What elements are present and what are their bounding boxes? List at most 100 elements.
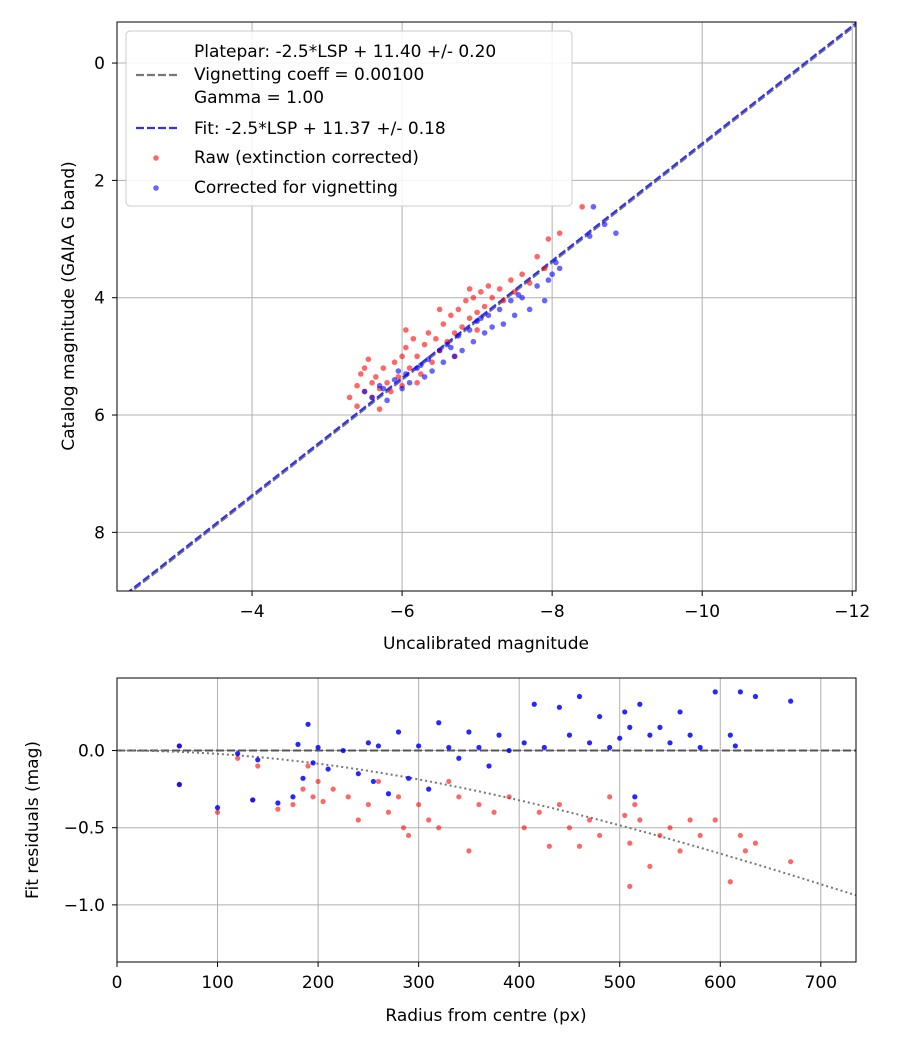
raw-residual-point — [697, 832, 703, 839]
top-y-tick-label: 6 — [94, 406, 105, 426]
bottom-y-axis-label: Fit residuals (mag) — [23, 741, 43, 899]
corrected-point — [440, 359, 447, 366]
raw-point — [406, 365, 413, 371]
corrected-point — [586, 233, 593, 239]
corrected-residual-point — [176, 743, 182, 749]
corrected-residual-point — [214, 805, 221, 811]
bottom-x-tick-label: 0 — [112, 973, 123, 993]
bottom-scatter-points — [176, 689, 794, 889]
corrected-residual-point — [405, 775, 412, 781]
corrected-point — [515, 291, 522, 298]
corrected-point — [511, 312, 518, 319]
corrected-residual-point — [436, 720, 442, 726]
raw-residual-point — [466, 848, 472, 854]
corrected-residual-point — [627, 724, 633, 730]
corrected-point — [395, 368, 402, 374]
bottom-y-tick-label: −1.0 — [64, 896, 105, 916]
corrected-point — [403, 371, 409, 377]
top-x-tick-label: −6 — [390, 602, 415, 622]
legend-corrected-label: Corrected for vignetting — [194, 178, 398, 198]
raw-point — [466, 286, 473, 292]
raw-point — [388, 388, 394, 395]
raw-residual-point — [752, 840, 759, 846]
corrected-residual-point — [727, 732, 733, 738]
corrected-residual-point — [365, 740, 371, 746]
raw-residual-point — [476, 801, 482, 808]
raw-point — [376, 406, 383, 412]
corrected-point — [376, 382, 383, 389]
raw-residual-point — [385, 809, 392, 815]
corrected-residual-point — [235, 751, 241, 757]
raw-residual-point — [491, 809, 497, 815]
corrected-residual-point — [637, 701, 643, 707]
raw-residual-point — [310, 794, 316, 800]
corrected-residual-point — [607, 744, 613, 751]
raw-residual-point — [416, 801, 422, 808]
raw-residual-point — [235, 755, 241, 761]
corrected-point — [485, 312, 492, 319]
raw-residual-point — [742, 848, 749, 854]
corrected-point — [496, 306, 503, 313]
raw-point — [399, 353, 405, 360]
raw-point — [358, 371, 364, 377]
corrected-residual-point — [250, 797, 256, 803]
raw-point — [545, 236, 552, 242]
corrected-residual-point — [446, 744, 452, 751]
raw-point — [410, 335, 417, 342]
top-x-tick-label: −8 — [540, 602, 565, 622]
raw-point — [496, 286, 503, 292]
corrected-point — [380, 385, 387, 392]
raw-residual-point — [546, 843, 552, 849]
raw-point — [451, 330, 458, 336]
raw-point — [414, 379, 420, 386]
corrected-residual-point — [310, 760, 316, 766]
raw-point — [474, 327, 480, 333]
top-axes-frame — [116, 21, 857, 592]
corrected-point — [361, 388, 368, 395]
corrected-residual-point — [395, 729, 402, 735]
top-x-tick-label: −10 — [684, 602, 720, 622]
raw-residual-point — [586, 817, 593, 823]
raw-residual-point — [566, 825, 573, 831]
legend-fit-label: Fit: -2.5*LSP + 11.37 +/- 0.18 — [194, 119, 446, 139]
raw-point — [391, 359, 398, 366]
corrected-residual-point — [375, 743, 382, 749]
raw-point — [425, 330, 432, 336]
raw-residual-point — [521, 825, 527, 831]
raw-residual-point — [632, 801, 638, 808]
corrected-residual-point — [541, 744, 547, 751]
raw-residual-point — [456, 794, 462, 800]
corrected-residual-point — [667, 740, 673, 746]
raw-residual-point — [400, 825, 407, 831]
corrected-residual-point — [300, 775, 306, 781]
corrected-point — [500, 321, 507, 327]
corrected-point — [448, 344, 454, 351]
raw-residual-point — [788, 859, 794, 865]
corrected-point — [481, 330, 488, 336]
raw-point — [541, 265, 548, 272]
corrected-residual-point — [712, 689, 718, 695]
corrected-residual-point — [255, 757, 261, 763]
raw-point — [395, 374, 402, 380]
raw-point — [369, 379, 375, 386]
raw-residual-point — [637, 817, 643, 823]
corrected-point — [414, 365, 420, 371]
corrected-point — [478, 315, 484, 322]
corrected-residual-point — [370, 778, 376, 785]
raw-residual-point — [395, 794, 402, 800]
corrected-point — [553, 259, 559, 266]
raw-point — [354, 382, 360, 389]
corrected-point — [526, 306, 533, 313]
legend-frame — [125, 30, 573, 207]
raw-point — [508, 277, 514, 283]
raw-residual-point — [712, 817, 718, 823]
raw-residual-point — [405, 832, 412, 839]
top-y-axis-label: Catalog magnitude (GAIA G band) — [59, 161, 79, 451]
vignetting-model-curve — [117, 749, 856, 897]
bottom-y-tick-label: −0.5 — [64, 819, 105, 839]
raw-point — [489, 294, 495, 301]
raw-point — [346, 394, 353, 401]
raw-residual-point — [214, 809, 221, 815]
raw-point — [433, 335, 439, 342]
raw-point — [556, 230, 563, 236]
